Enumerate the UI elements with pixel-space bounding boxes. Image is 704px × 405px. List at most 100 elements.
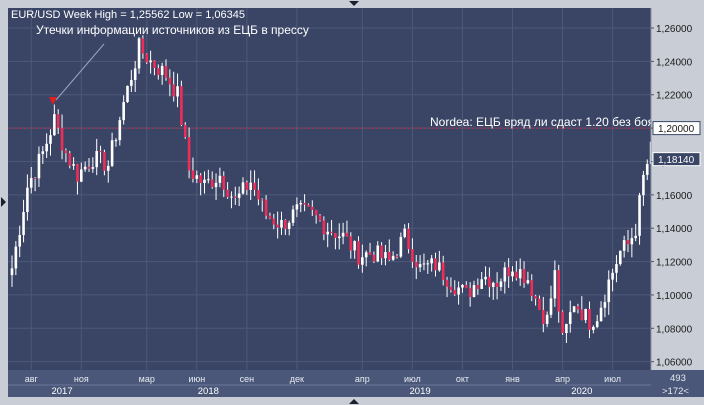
month-label: авг xyxy=(25,374,39,384)
candle-body-up xyxy=(49,135,52,144)
candle-body-up xyxy=(634,235,637,239)
candle-body-down xyxy=(445,279,449,287)
candle-body-down xyxy=(588,308,591,330)
candle-body-down xyxy=(153,60,156,69)
scroll-left-icon[interactable] xyxy=(1,197,6,207)
candle-body-up xyxy=(399,236,403,257)
candle-body-up xyxy=(526,280,530,284)
candle-body-down xyxy=(234,196,237,198)
candle-body-down xyxy=(530,280,534,297)
price-tick-label: 1,24000 xyxy=(656,57,693,68)
candle-body-down xyxy=(264,199,268,216)
candle-body-down xyxy=(465,284,468,289)
candle-body-down xyxy=(542,309,545,324)
candle-body-up xyxy=(160,65,164,75)
candle-body-up xyxy=(41,151,45,154)
candle-body-down xyxy=(187,137,191,171)
candle-body-up xyxy=(622,240,626,251)
month-label: апр xyxy=(555,374,570,384)
annotation-ecb-leaks: Утечки информации источников из ЕЦБ в пр… xyxy=(36,23,309,37)
candle-body-up xyxy=(422,263,426,265)
candle-body-down xyxy=(141,38,145,54)
candle-body-down xyxy=(522,269,526,284)
candle-body-up xyxy=(457,287,460,295)
candle-body-up xyxy=(287,222,291,229)
candle-body-down xyxy=(245,182,249,191)
candle-body-up xyxy=(122,102,125,121)
arrow-down-icon xyxy=(49,97,57,105)
plot-area[interactable] xyxy=(8,8,651,370)
candle-body-up xyxy=(230,196,233,198)
candle-body-down xyxy=(318,215,322,221)
candle-body-down xyxy=(99,151,102,153)
candle-body-up xyxy=(438,262,441,271)
price-axis-panel[interactable] xyxy=(651,8,704,370)
candle-body-up xyxy=(565,323,568,334)
candle-body-up xyxy=(599,307,603,322)
candle-body-down xyxy=(534,296,537,299)
year-label: 2017 xyxy=(51,386,72,397)
candle-body-down xyxy=(210,179,214,188)
candle-body-up xyxy=(295,204,299,210)
scroll-position[interactable]: >172< xyxy=(662,386,689,397)
chart-header-title: EUR/USD Week High = 1,25562 Low = 1,0634… xyxy=(11,9,245,21)
candle-body-down xyxy=(307,204,310,207)
candle-body-up xyxy=(126,85,129,103)
price-tick-label: 1,12000 xyxy=(656,258,693,269)
candle-body-down xyxy=(507,267,510,277)
candle-body-up xyxy=(549,298,553,315)
candle-body-up xyxy=(376,245,380,262)
candle-body-up xyxy=(26,187,29,213)
candle-body-up xyxy=(137,38,141,69)
candle-body-down xyxy=(164,65,168,78)
candle-body-down xyxy=(557,270,560,312)
scroll-bottom-icon[interactable] xyxy=(349,399,359,404)
candle-body-down xyxy=(33,178,37,180)
price-tick-label: 1,26000 xyxy=(656,24,693,35)
candle-body-up xyxy=(511,271,514,277)
candle-body-up xyxy=(29,178,33,188)
candle-body-up xyxy=(249,182,252,191)
candle-body-down xyxy=(268,215,272,219)
candle-body-down xyxy=(476,285,480,289)
candle-body-down xyxy=(453,289,457,295)
candle-body-up xyxy=(149,60,152,63)
month-label: апр xyxy=(355,374,370,384)
candle-body-down xyxy=(199,175,202,184)
candle-body-down xyxy=(303,202,306,205)
candle-body-up xyxy=(553,270,557,299)
grid-lines xyxy=(8,8,651,370)
scroll-top-icon[interactable] xyxy=(349,1,359,6)
corner-panel xyxy=(651,370,704,397)
candle-body-down xyxy=(407,228,410,250)
candle-body-down xyxy=(449,286,453,290)
candle-body-up xyxy=(418,264,422,268)
candle-body-down xyxy=(580,309,584,321)
candle-body-down xyxy=(515,271,518,279)
candle-body-up xyxy=(83,166,87,170)
candle-body-up xyxy=(14,246,18,269)
candle-body-down xyxy=(222,175,226,190)
time-axis-ticks: авг ноя мар июн сен дек апр июл окт янв апр июл 2017… xyxy=(8,374,651,397)
candle-body-down xyxy=(395,255,399,257)
candle-body-down xyxy=(388,252,391,260)
year-label: 2018 xyxy=(198,386,219,397)
candle-body-up xyxy=(391,255,395,260)
level-badge-label: 1,20000 xyxy=(658,124,695,135)
candle-body-up xyxy=(584,308,587,321)
candle-body-up xyxy=(130,79,133,86)
candle-body-up xyxy=(37,153,41,179)
month-label: ноя xyxy=(74,374,89,384)
time-axis-panel[interactable] xyxy=(8,370,651,397)
candle-body-up xyxy=(484,276,487,280)
candle-body-up xyxy=(403,228,406,237)
candle-body-up xyxy=(364,252,368,258)
candle-body-down xyxy=(441,262,445,280)
candle-body-up xyxy=(568,312,572,324)
candle-body-up xyxy=(53,114,56,136)
month-label: дек xyxy=(290,374,304,384)
candle-body-up xyxy=(22,212,25,236)
candle-body-up xyxy=(80,169,83,182)
candle-body-down xyxy=(368,252,372,255)
